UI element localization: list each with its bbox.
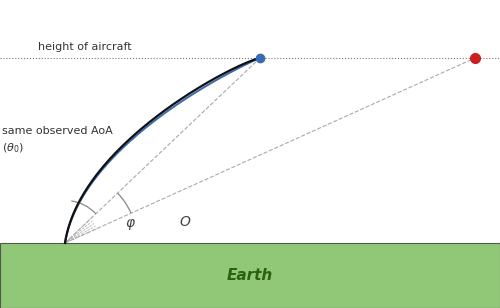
Text: $\varphi$: $\varphi$ xyxy=(124,217,136,232)
Text: Earth: Earth xyxy=(227,268,273,283)
Bar xyxy=(0,243,500,308)
Text: $O$: $O$ xyxy=(179,215,191,229)
Text: same observed AoA
($\theta_0$): same observed AoA ($\theta_0$) xyxy=(2,126,113,155)
Text: height of aircraft: height of aircraft xyxy=(38,42,131,52)
